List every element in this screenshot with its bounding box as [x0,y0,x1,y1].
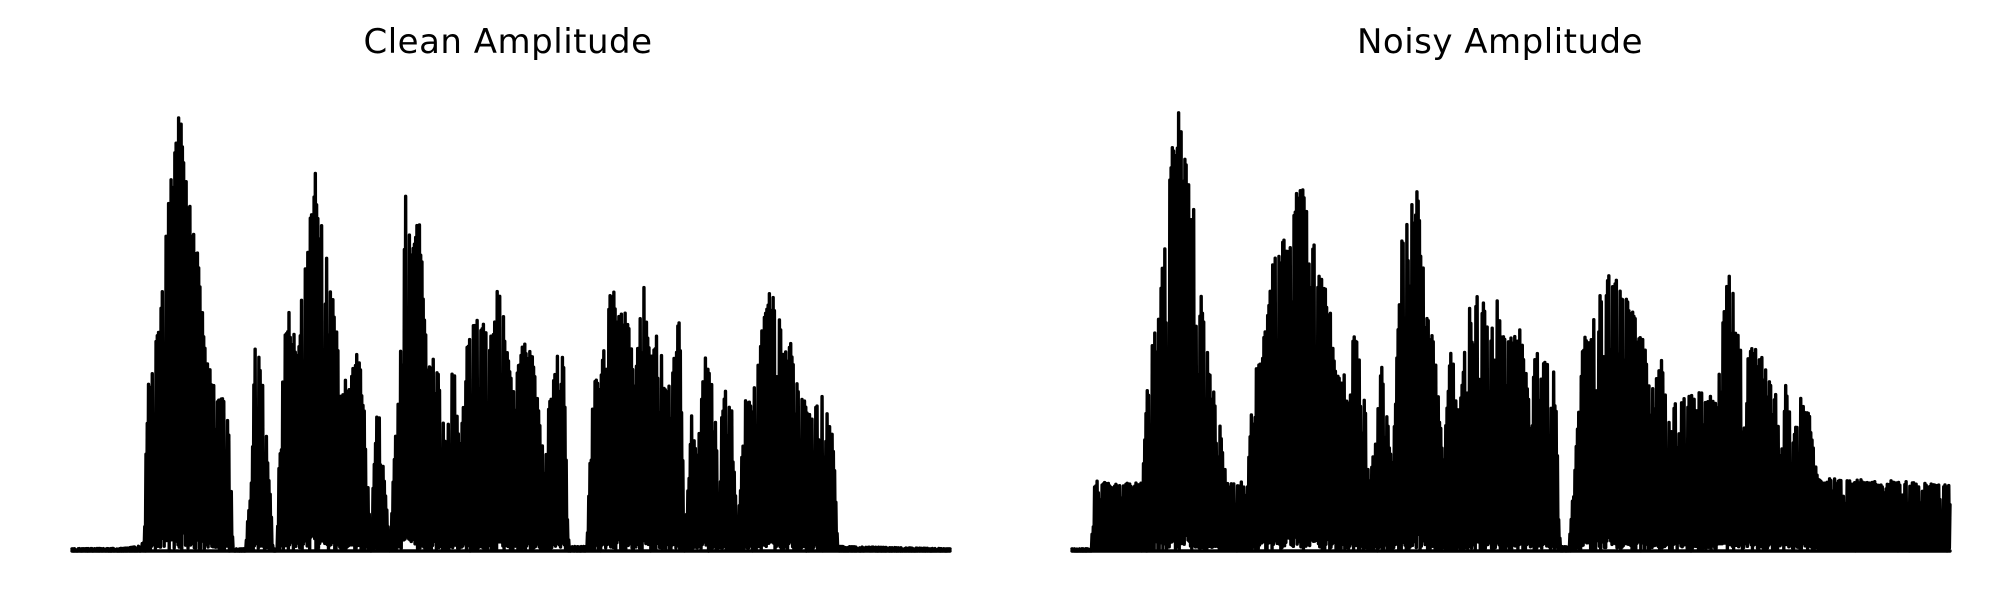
amplitude-series-line [70,116,952,553]
clean-amplitude-panel: Clean Amplitude [70,22,952,553]
noisy-amplitude-chart [1070,111,1952,553]
chart-title: Noisy Amplitude [1356,22,1644,62]
chart-title: Clean Amplitude [363,22,653,62]
clean-amplitude-chart [70,116,952,553]
amplitude-series-line [1070,111,1952,553]
noisy-amplitude-panel: Noisy Amplitude [1000,0,2000,600]
